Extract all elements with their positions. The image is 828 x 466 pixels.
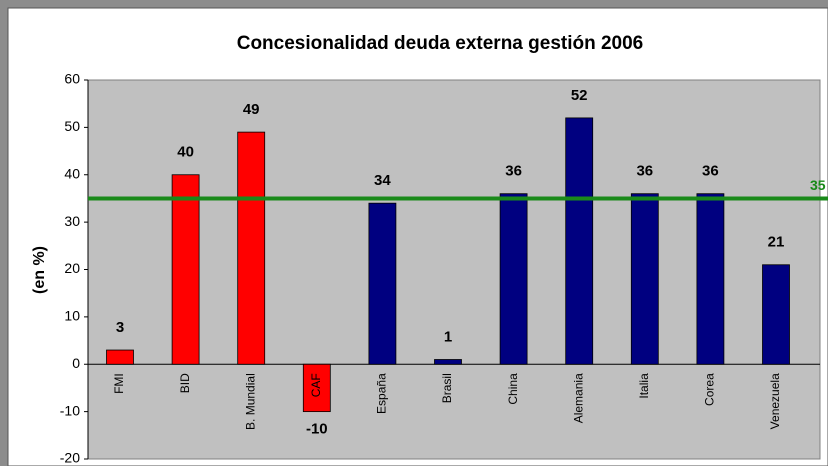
bar xyxy=(630,193,659,365)
x-tick-label: Venezuela xyxy=(768,373,782,429)
x-tick-label: Alemania xyxy=(571,373,585,423)
bar xyxy=(565,117,594,365)
y-tick-label: 20 xyxy=(64,260,80,276)
bar xyxy=(106,349,134,365)
value-label: 40 xyxy=(177,144,194,161)
bar xyxy=(302,363,331,413)
bar xyxy=(696,193,725,365)
bar xyxy=(368,202,397,365)
reference-label: 35 xyxy=(810,177,826,193)
value-label: 21 xyxy=(768,234,785,251)
value-label: 34 xyxy=(374,172,391,189)
x-tick-label: Brasil xyxy=(440,373,454,403)
y-tick-label: 0 xyxy=(72,355,80,371)
value-label: 1 xyxy=(444,328,452,345)
y-axis-label: (en %) xyxy=(31,246,48,294)
bar xyxy=(237,131,266,365)
bar xyxy=(171,174,200,365)
value-label: 3 xyxy=(116,319,124,336)
x-tick-label: CAF xyxy=(309,373,323,397)
value-label: 36 xyxy=(636,163,653,180)
bar xyxy=(762,264,790,365)
x-tick-label: BID xyxy=(178,373,192,393)
x-tick-label: FMI xyxy=(112,373,126,394)
y-tick-label: 50 xyxy=(64,118,80,134)
y-tick-label: 60 xyxy=(64,71,80,87)
x-tick-label: Corea xyxy=(703,373,717,406)
y-tick-label: 30 xyxy=(64,213,80,229)
value-label: 36 xyxy=(702,163,719,180)
chart-title: Concesionalidad deuda externa gestión 20… xyxy=(237,33,644,54)
value-label: -10 xyxy=(306,421,328,438)
x-tick-label: B. Mundial xyxy=(243,373,257,430)
x-tick-label: España xyxy=(375,373,389,414)
value-label: 36 xyxy=(505,163,522,180)
x-tick-label: China xyxy=(506,373,520,405)
bar xyxy=(499,193,528,365)
y-tick-label: 40 xyxy=(64,165,80,181)
y-tick-label: -10 xyxy=(60,402,80,418)
y-tick-label: 10 xyxy=(64,308,80,324)
value-label: 52 xyxy=(571,87,588,104)
y-tick-label: -20 xyxy=(60,450,80,466)
x-tick-label: Italia xyxy=(637,373,651,399)
bar xyxy=(434,359,462,365)
value-label: 49 xyxy=(243,101,260,118)
